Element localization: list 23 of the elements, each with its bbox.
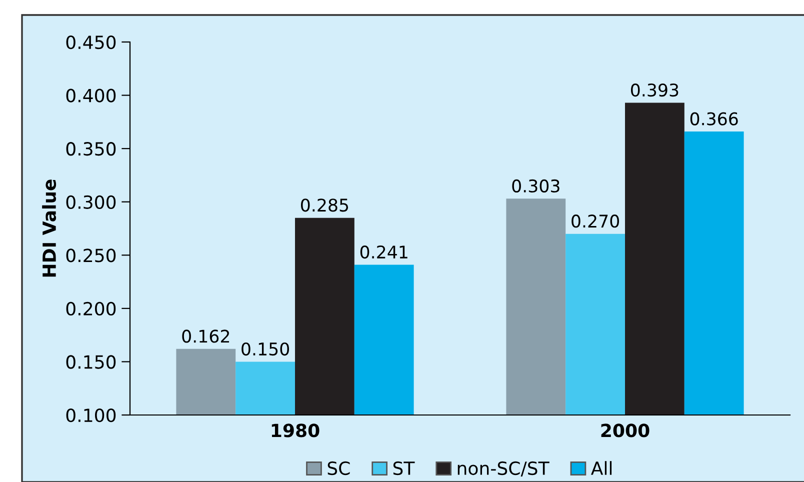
x-tick-label: 1980	[272, 424, 320, 438]
data-label: 0.285	[300, 198, 348, 212]
y-axis-title: HDI Value	[42, 180, 56, 277]
data-label: 0.241	[360, 245, 408, 259]
data-label: 0.303	[512, 179, 560, 193]
data-label: 0.162	[182, 330, 230, 343]
y-tick-label: 0.450	[66, 35, 116, 50]
x-tick-label: 2000	[601, 424, 650, 438]
data-label: 0.150	[242, 342, 289, 356]
data-label: 0.393	[630, 83, 678, 97]
legend-label: All	[590, 461, 612, 475]
y-tick-label: 0.100	[66, 408, 116, 422]
y-tick-label: 0.300	[66, 195, 116, 209]
legend-label: ST	[393, 461, 415, 476]
y-tick-label: 0.250	[66, 248, 116, 262]
y-tick-label: 0.400	[66, 88, 116, 102]
legend-label: SC	[328, 461, 350, 476]
data-label: 0.270	[572, 214, 619, 228]
legend-label: non-SC/ST	[458, 461, 550, 476]
y-tick-label: 0.200	[66, 302, 116, 316]
y-tick-label: 0.350	[66, 142, 116, 156]
y-tick-label: 0.150	[66, 355, 116, 369]
data-label: 0.366	[690, 112, 738, 126]
